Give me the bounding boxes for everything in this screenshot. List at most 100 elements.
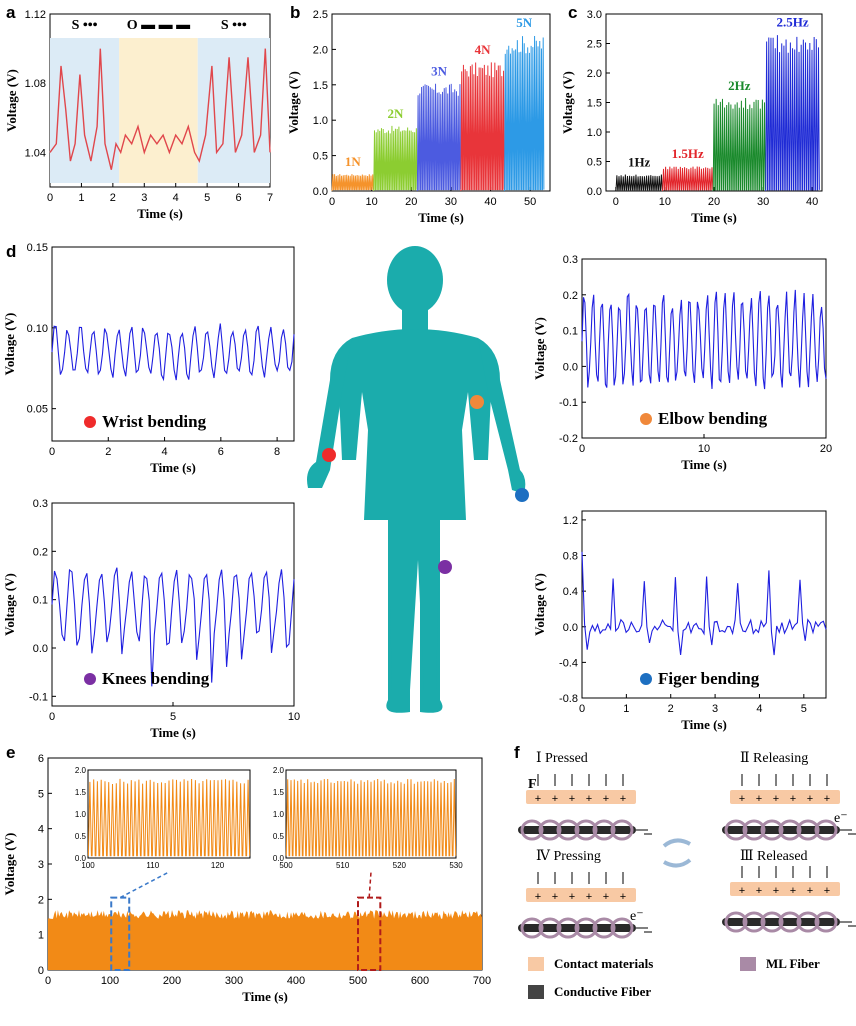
ml-fiber-coil-3	[814, 911, 838, 933]
y-axis-label-a: Voltage (V)	[4, 69, 19, 132]
y-tick-label-a: 1.04	[25, 147, 46, 159]
x-tick-label-a: 6	[236, 192, 242, 204]
x-axis-label-c: Time (s)	[691, 210, 737, 225]
inset-x-tick-label-0: 110	[146, 861, 159, 870]
charge-plus-3: +	[807, 885, 813, 897]
y-tick-label-b: 1.5	[313, 80, 328, 92]
charge-plus-0: +	[535, 793, 541, 805]
ml-fiber-coil-1	[724, 819, 748, 841]
ml-fiber-coil-3	[796, 911, 820, 933]
x-tick-label-d4: 0	[579, 703, 585, 715]
inset-y-tick-label-1: 0.5	[273, 832, 285, 841]
panel-label-d: d	[6, 242, 16, 261]
x-tick-label-d3: 5	[170, 711, 176, 723]
ml-fiber-coil-2	[592, 917, 616, 939]
step-label-0: Ⅰ Pressed	[536, 751, 588, 766]
inset-y-tick-label-0: 1.0	[75, 810, 87, 819]
y-tick-label-d2: 0.2	[563, 290, 578, 302]
y-tick-label-c: 2.0	[587, 68, 602, 80]
y-tick-label-d2: -0.1	[559, 397, 578, 409]
x-tick-label-a: 0	[47, 192, 53, 204]
series-b-2	[416, 83, 462, 192]
charge-plus-1: +	[807, 793, 813, 805]
y-tick-label-c: 0.0	[587, 186, 602, 198]
charge-plus-3: +	[756, 885, 762, 897]
inset-y-tick-label-1: 0.0	[273, 854, 285, 863]
inset-trace-1	[285, 778, 457, 857]
y-tick-label-e: 4	[38, 824, 44, 836]
cycle-arrow-bottom	[663, 858, 692, 868]
inset-y-tick-label-1: 1.0	[273, 810, 285, 819]
marker-wrist	[322, 448, 336, 462]
y-tick-label-d2: 0.1	[563, 326, 578, 338]
x-tick-label-e: 600	[411, 975, 429, 987]
y-tick-label-a: 1.12	[25, 9, 46, 21]
y-axis-label-e: Voltage (V)	[2, 833, 17, 896]
x-tick-label-b: 50	[524, 196, 536, 208]
motion-label-d4: Figer bending	[658, 669, 760, 688]
x-tick-label-a: 5	[204, 192, 210, 204]
ml-fiber-coil-0	[592, 819, 616, 841]
step-label-1: Ⅱ Releasing	[740, 751, 808, 766]
series-label-c-2: 2Hz	[728, 78, 751, 93]
cycle-arrow-top	[662, 838, 691, 848]
y-tick-label-d3: 0.0	[33, 643, 48, 655]
x-tick-label-e: 300	[225, 975, 243, 987]
inset-y-tick-label-0: 1.5	[75, 788, 87, 797]
charge-plus-0: +	[603, 793, 609, 805]
legend-swatch-2	[528, 985, 544, 999]
step-label-2: Ⅳ Pressing	[536, 849, 601, 864]
marker-elbow	[470, 395, 484, 409]
y-tick-label-d4: 0.8	[563, 551, 578, 563]
series-label-b-4: 5N	[516, 15, 533, 30]
axes-frame-d4	[581, 510, 827, 699]
series-c-3	[765, 35, 820, 192]
y-tick-label-e: 0	[38, 965, 44, 977]
y-tick-label-b: 0.0	[313, 186, 328, 198]
y-tick-label-e: 1	[38, 930, 44, 942]
region-label-1: O ▬ ▬ ▬	[127, 18, 190, 33]
y-tick-label-d1: 0.10	[27, 323, 48, 335]
x-tick-label-c: 30	[757, 196, 769, 208]
series-c-0	[615, 174, 663, 192]
series-label-c-1: 1.5Hz	[672, 146, 704, 161]
series-label-b-3: 4N	[475, 42, 492, 57]
inset-x-tick-label-0: 100	[81, 861, 95, 870]
panel-label-a: a	[6, 3, 16, 22]
region-label-0: S •••	[72, 18, 98, 33]
y-tick-label-d3: 0.1	[33, 595, 48, 607]
ml-fiber-coil-3	[724, 911, 748, 933]
charge-plus-1: +	[790, 793, 796, 805]
inset-y-tick-label-0: 2.0	[75, 766, 87, 775]
ml-fiber-coil-0	[610, 819, 634, 841]
x-tick-label-c: 40	[806, 196, 818, 208]
charge-plus-0: +	[552, 793, 558, 805]
inset-zoom-box-0	[110, 896, 131, 971]
x-tick-label-d2: 10	[698, 443, 710, 455]
y-tick-label-d4: -0.8	[559, 693, 578, 705]
legend-dot-d2	[640, 413, 652, 425]
series-label-b-2: 3N	[431, 63, 448, 78]
y-tick-label-b: 2.0	[313, 44, 328, 56]
inset-x-tick-label-1: 520	[393, 861, 407, 870]
series-b-4	[503, 36, 545, 192]
y-axis-label-d4: Voltage (V)	[532, 573, 547, 636]
motion-label-d2: Elbow bending	[658, 409, 768, 428]
inset-x-tick-label-1: 510	[336, 861, 350, 870]
x-tick-label-d1: 0	[49, 446, 55, 458]
x-tick-label-d2: 20	[820, 443, 832, 455]
panel-f-mechanism: Ⅰ Pressed+ + + + + +FⅡ Releasing+ + + + + +e⁻Ⅳ Pre…	[518, 751, 856, 999]
region-0	[50, 38, 120, 183]
x-tick-label-e: 500	[349, 975, 367, 987]
x-tick-label-d3: 10	[288, 711, 300, 723]
inset-y-tick-label-0: 0.5	[75, 832, 87, 841]
marker-knee	[438, 560, 452, 574]
inset-connector-0	[119, 871, 170, 899]
y-tick-label-d4: 0.0	[563, 622, 578, 634]
x-axis-label-b: Time (s)	[418, 210, 464, 225]
y-tick-label-e: 5	[38, 788, 44, 800]
x-axis-label-d3: Time (s)	[150, 725, 196, 740]
legend-label-0: Contact materials	[554, 956, 653, 971]
y-tick-label-c: 2.5	[587, 39, 602, 51]
legend-label-1: ML Fiber	[766, 956, 820, 971]
